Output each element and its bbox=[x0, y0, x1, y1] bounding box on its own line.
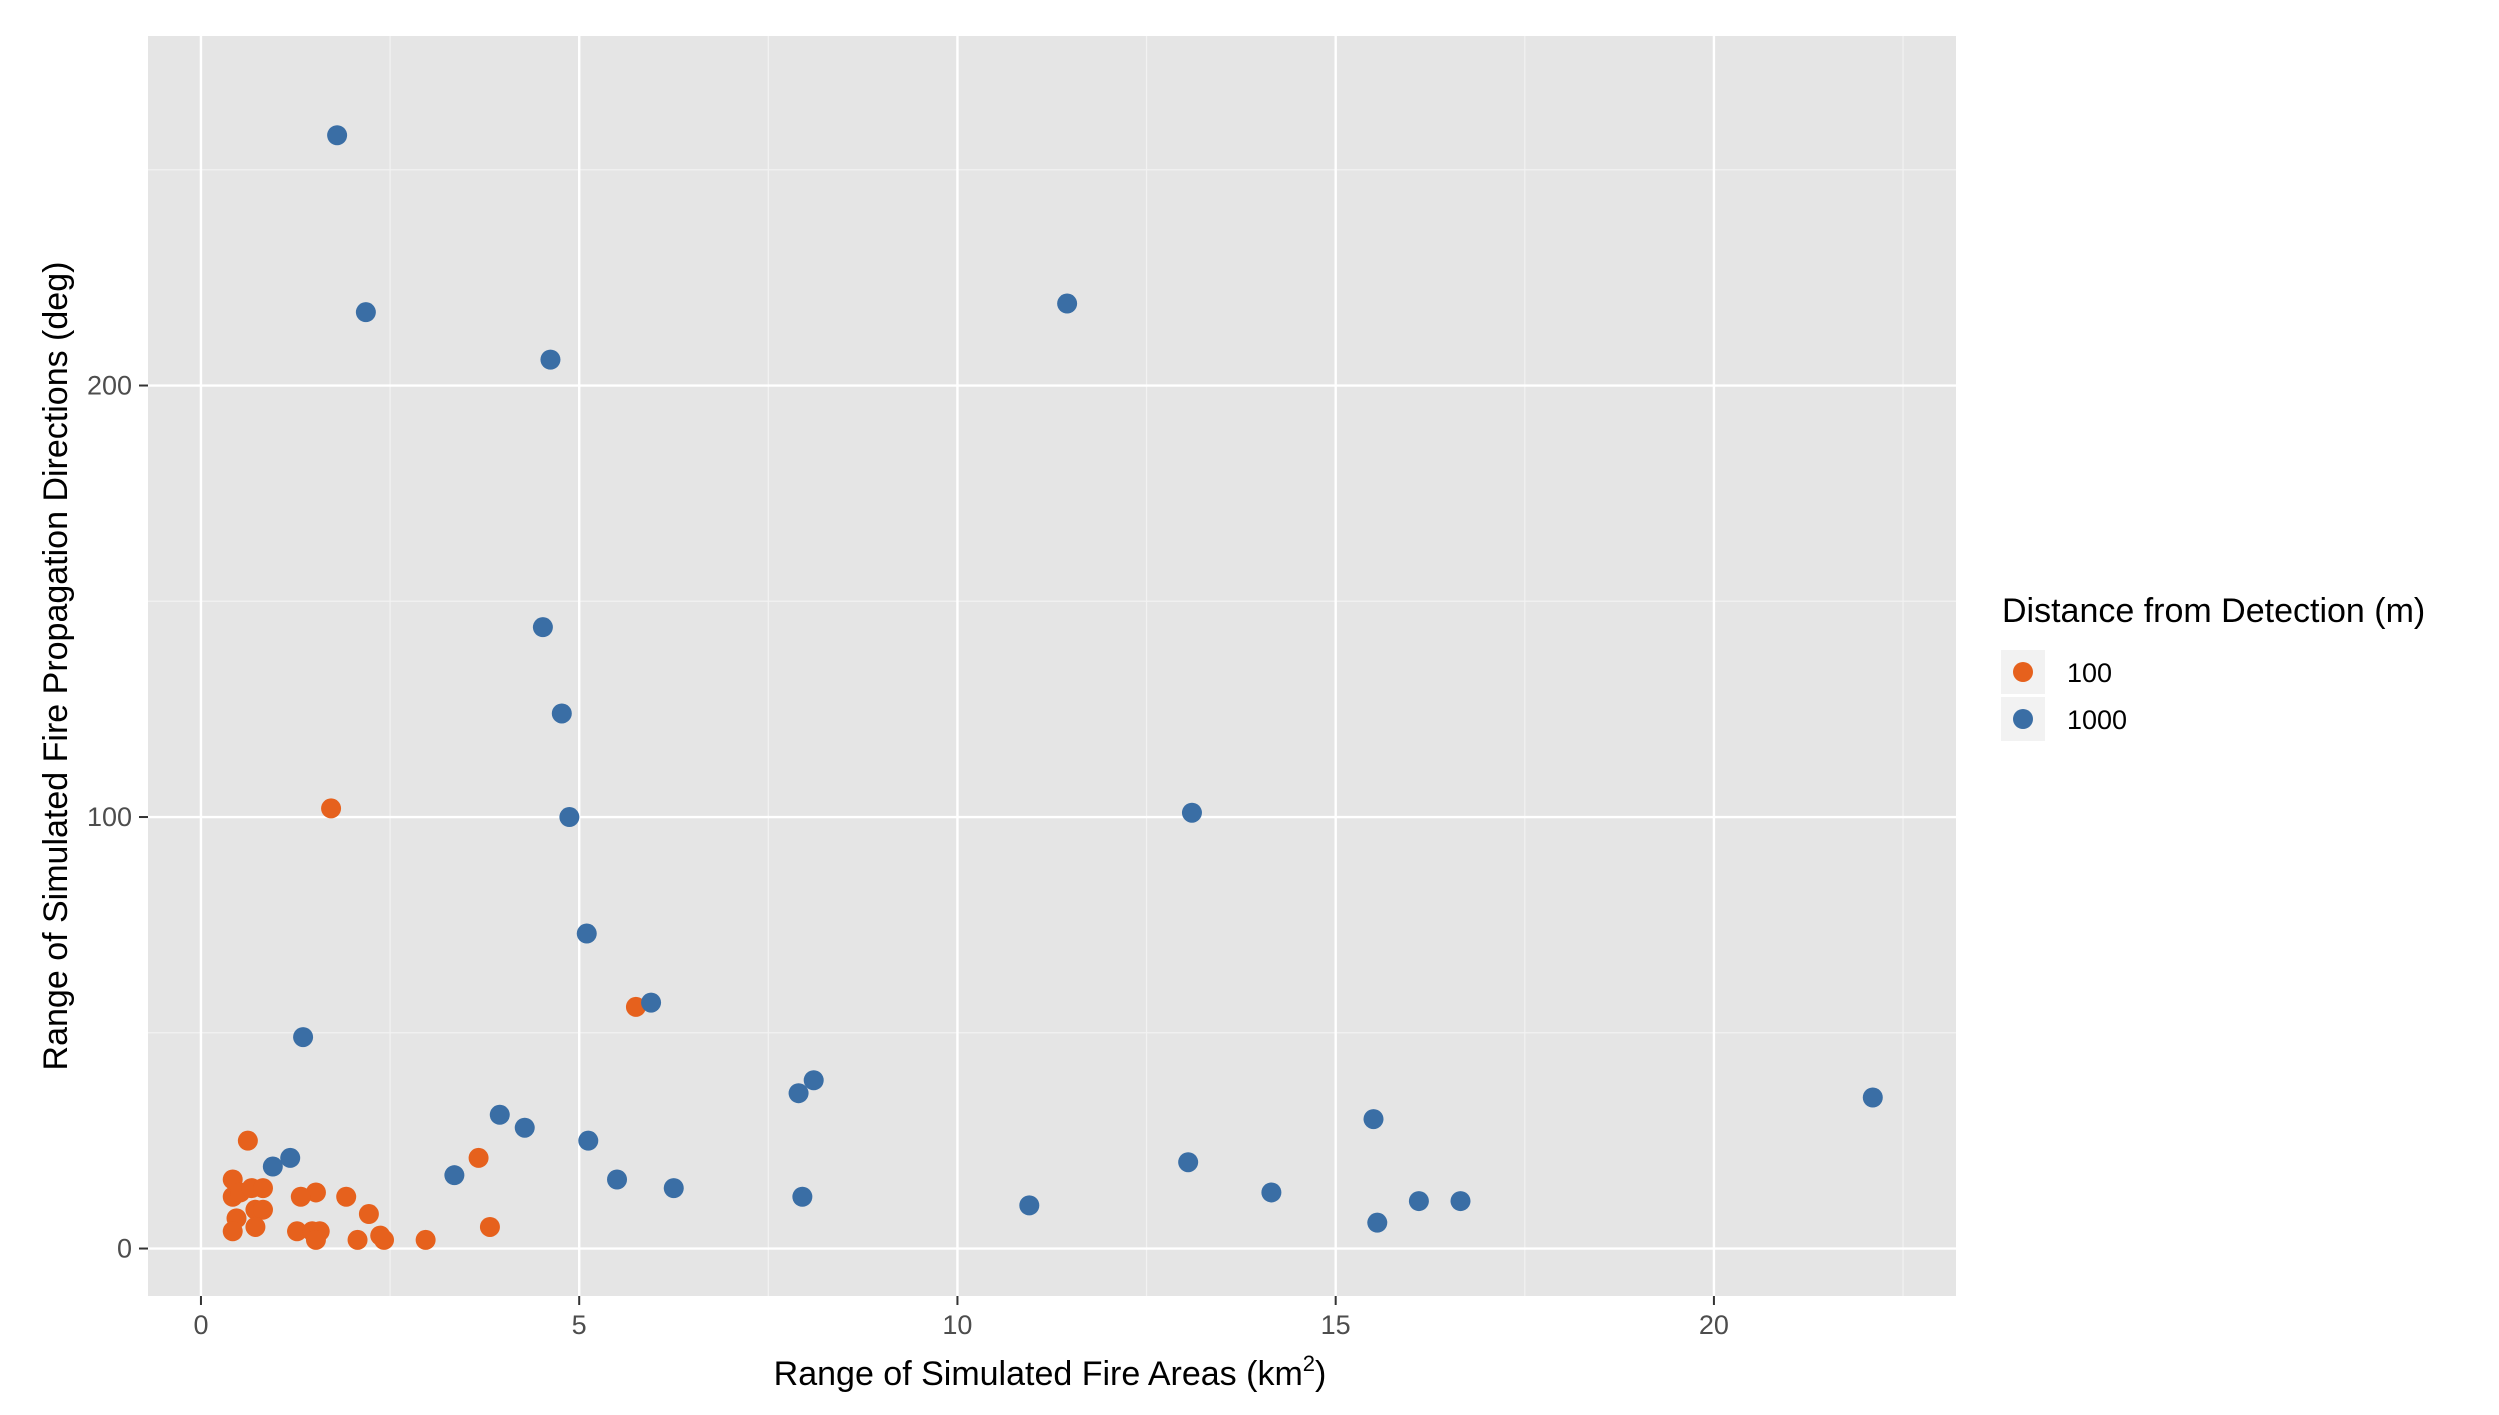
data-point-1000 bbox=[489, 1104, 510, 1125]
y-axis-ticks: 0 100 200 bbox=[87, 371, 148, 1264]
data-point-100 bbox=[321, 798, 342, 819]
data-point-100 bbox=[374, 1229, 395, 1250]
data-point-1000 bbox=[514, 1117, 535, 1138]
data-point-100 bbox=[290, 1186, 311, 1207]
legend-title: Distance from Detection (m) bbox=[2002, 592, 2425, 630]
data-point-100 bbox=[305, 1229, 326, 1250]
data-point-1000 bbox=[607, 1169, 628, 1190]
data-point-100 bbox=[468, 1147, 489, 1168]
major-gridlines bbox=[148, 36, 1956, 1296]
data-point-1000 bbox=[1363, 1109, 1384, 1130]
x-tick-label: 10 bbox=[942, 1310, 972, 1340]
x-tick-label: 15 bbox=[1321, 1310, 1351, 1340]
legend-label-100: 100 bbox=[2067, 658, 2112, 688]
y-tick-label: 100 bbox=[87, 802, 132, 832]
data-point-100 bbox=[245, 1216, 266, 1237]
data-point-100 bbox=[625, 996, 646, 1017]
data-point-1000 bbox=[280, 1147, 301, 1168]
legend-key-1000 bbox=[2013, 709, 2033, 729]
x-axis-title-main: Range of Simulated Fire Areas (km bbox=[774, 1355, 1303, 1393]
data-point-100 bbox=[415, 1229, 436, 1250]
data-point-1000 bbox=[355, 302, 376, 323]
x-tick-label: 0 bbox=[193, 1310, 208, 1340]
data-point-1000 bbox=[641, 992, 662, 1013]
data-point-1000 bbox=[1450, 1191, 1471, 1212]
data-point-1000 bbox=[559, 807, 580, 828]
data-point-100 bbox=[287, 1221, 308, 1242]
data-point-100 bbox=[252, 1178, 273, 1199]
x-axis-title-superscript: 2 bbox=[1303, 1351, 1315, 1376]
data-point-100 bbox=[222, 1221, 243, 1242]
data-point-1000 bbox=[262, 1156, 283, 1177]
legend-label-1000: 1000 bbox=[2067, 705, 2127, 735]
data-point-100 bbox=[479, 1216, 500, 1237]
x-tick-label: 20 bbox=[1699, 1310, 1729, 1340]
data-point-100 bbox=[305, 1182, 326, 1203]
data-point-100 bbox=[336, 1186, 357, 1207]
minor-gridlines bbox=[148, 36, 1956, 1296]
data-point-1000 bbox=[1057, 293, 1078, 314]
data-point-1000 bbox=[663, 1178, 684, 1199]
data-point-1000 bbox=[532, 617, 553, 638]
y-axis-title: Range of Simulated Fire Propagation Dire… bbox=[37, 262, 75, 1071]
x-tick-label: 5 bbox=[572, 1310, 587, 1340]
x-axis-title: Range of Simulated Fire Areas (km2) bbox=[774, 1351, 1327, 1393]
data-point-1000 bbox=[578, 1130, 599, 1151]
data-point-1000 bbox=[1261, 1182, 1282, 1203]
data-point-1000 bbox=[444, 1165, 465, 1186]
data-point-100 bbox=[252, 1199, 273, 1220]
data-point-1000 bbox=[327, 125, 348, 146]
data-point-1000 bbox=[1019, 1195, 1040, 1216]
x-axis-ticks: 0 5 10 15 20 bbox=[193, 1296, 1729, 1340]
y-tick-label: 0 bbox=[117, 1234, 132, 1264]
data-point-1000 bbox=[1178, 1152, 1199, 1173]
data-point-1000 bbox=[788, 1083, 809, 1104]
data-point-100 bbox=[347, 1229, 368, 1250]
data-point-1000 bbox=[576, 923, 597, 944]
plot-panel bbox=[148, 36, 1956, 1296]
data-point-1000 bbox=[1408, 1191, 1429, 1212]
data-point-1000 bbox=[540, 349, 561, 370]
data-points bbox=[222, 125, 1883, 1250]
legend-items: 100 1000 bbox=[2001, 650, 2127, 741]
data-point-1000 bbox=[1862, 1087, 1883, 1108]
data-point-1000 bbox=[1367, 1212, 1388, 1233]
y-tick-label: 200 bbox=[87, 371, 132, 401]
data-point-1000 bbox=[551, 703, 572, 724]
data-point-1000 bbox=[803, 1070, 824, 1091]
x-axis-title-suffix: ) bbox=[1315, 1355, 1326, 1393]
data-point-100 bbox=[237, 1130, 258, 1151]
legend-key-100 bbox=[2013, 662, 2033, 682]
data-point-1000 bbox=[792, 1186, 813, 1207]
data-point-1000 bbox=[1181, 802, 1202, 823]
data-point-100 bbox=[358, 1204, 379, 1225]
data-point-1000 bbox=[293, 1027, 314, 1048]
legend: Distance from Detection (m) 100 1000 bbox=[2001, 592, 2425, 741]
